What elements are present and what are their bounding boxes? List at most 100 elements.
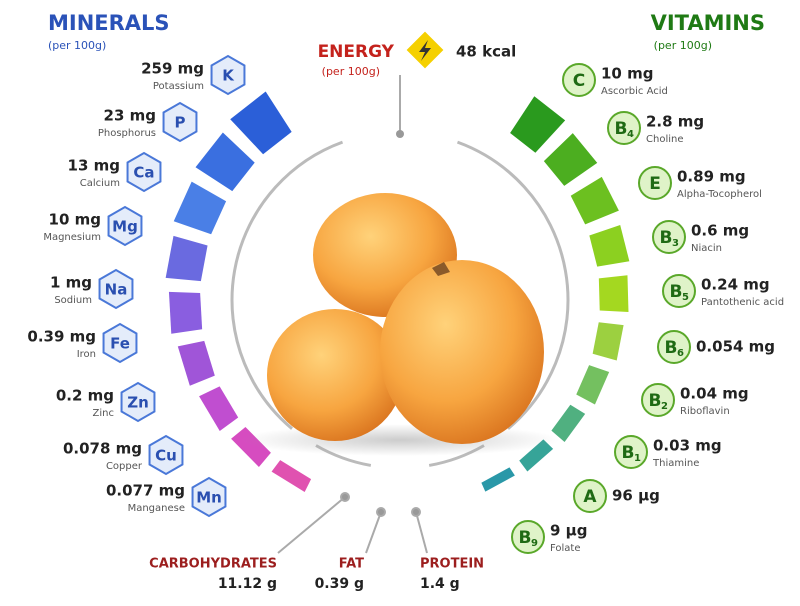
bar — [230, 91, 292, 155]
mineral-name: Phosphorus — [98, 128, 156, 139]
vitamin-badge — [652, 220, 686, 254]
vitamin-letter: B — [622, 443, 635, 463]
bar — [519, 439, 554, 472]
vitamin-name: Ascorbic Acid — [601, 86, 668, 97]
energy-subtitle: (per 100g) — [322, 65, 380, 78]
bar — [551, 404, 586, 443]
ring-arc — [456, 140, 570, 430]
mineral-symbol: Zn — [127, 394, 149, 412]
bar — [165, 235, 208, 282]
energy-label: ENERGY — [318, 42, 395, 62]
vitamin-letter: B — [615, 119, 628, 139]
vitamin-name: Folate — [550, 543, 581, 554]
mineral-badge — [102, 322, 138, 364]
bar — [168, 291, 203, 334]
vitamin-name: Thiamine — [652, 458, 699, 469]
mineral-symbol: Mg — [112, 218, 138, 236]
mineral-name: Sodium — [54, 295, 92, 306]
bar — [543, 133, 598, 186]
bar — [271, 460, 312, 493]
mineral-amount: 23 mg — [104, 107, 156, 125]
vitamin-letter: B — [649, 391, 662, 411]
vitamin-subscript: 5 — [682, 292, 689, 303]
mineral-symbol: Ca — [133, 164, 154, 182]
mineral-badge — [98, 268, 134, 310]
vitamin-amount: 0.054 mg — [696, 338, 775, 356]
mineral-amount: 13 mg — [68, 157, 120, 175]
vitamin-name: Niacin — [691, 243, 722, 254]
vitamin-subscript: 3 — [672, 238, 679, 249]
vitamin-letter: B — [670, 282, 683, 302]
mineral-name: Zinc — [93, 408, 114, 419]
mineral-symbol: Mn — [196, 489, 222, 507]
vitamin-amount: 96 µg — [612, 487, 660, 505]
bar — [570, 176, 619, 225]
vitamin-amount: 0.03 mg — [653, 437, 722, 455]
mineral-badge — [210, 54, 246, 96]
mineral-name: Calcium — [80, 178, 120, 189]
mineral-amount: 0.078 mg — [63, 440, 142, 458]
macro-lines — [277, 492, 428, 554]
vitamin-letter: E — [649, 174, 661, 194]
vitamin-subscript: 2 — [661, 401, 668, 412]
bar — [510, 96, 566, 153]
mineral-symbol: P — [175, 114, 186, 132]
bar — [598, 275, 629, 312]
vitamin-name: Pantothenic acid — [701, 297, 784, 308]
vitamins-subtitle: (per 100g) — [654, 39, 712, 52]
vitamin-letter: B — [665, 338, 678, 358]
macro-value: 11.12 g — [218, 576, 277, 592]
mineral-symbol: Fe — [110, 335, 130, 353]
mineral-symbol: Cu — [155, 447, 177, 465]
mineral-amount: 0.077 mg — [106, 482, 185, 500]
vitamin-badge — [638, 166, 672, 200]
mineral-amount: 10 mg — [49, 211, 101, 229]
vitamin-letter: A — [583, 487, 597, 507]
mineral-badge — [126, 151, 162, 193]
macro-label: PROTEIN — [420, 557, 484, 572]
mineral-name: Copper — [106, 461, 143, 472]
vitamin-subscript: 4 — [627, 129, 634, 140]
mineral-badge — [120, 381, 156, 423]
vitamin-subscript: 9 — [531, 538, 538, 549]
vitamin-badge — [607, 111, 641, 145]
mineral-name: Manganese — [128, 503, 185, 514]
vitamin-badge — [614, 435, 648, 469]
vitamin-badge — [657, 330, 691, 364]
mineral-amount: 259 mg — [141, 60, 204, 78]
macro-value: 0.39 g — [315, 576, 364, 592]
bar — [195, 132, 255, 192]
bar — [576, 365, 610, 405]
vitamin-amount: 0.89 mg — [677, 168, 746, 186]
bar — [177, 340, 215, 386]
mineral-amount: 0.39 mg — [27, 328, 96, 346]
mineral-symbol: K — [222, 67, 235, 85]
vitamin-amount: 0.24 mg — [701, 276, 770, 294]
mineral-name: Potassium — [153, 81, 204, 92]
vitamin-amount: 0.6 mg — [691, 222, 749, 240]
vitamin-badge — [562, 63, 596, 97]
vitamin-amount: 9 µg — [550, 522, 587, 540]
minerals-title: MINERALS — [48, 11, 170, 35]
mineral-amount: 0.2 mg — [56, 387, 114, 405]
macro-label: FAT — [339, 557, 364, 572]
mineral-badge — [107, 205, 143, 247]
bar — [592, 322, 624, 361]
vitamin-amount: 2.8 mg — [646, 113, 704, 131]
vitamin-amount: 0.04 mg — [680, 385, 749, 403]
vitamin-badge — [662, 274, 696, 308]
ring-arc — [230, 140, 344, 430]
vitamin-letter: C — [573, 71, 585, 91]
vitamin-subscript: 6 — [677, 348, 684, 359]
vitamin-badge — [573, 479, 607, 513]
macro-value: 1.4 g — [420, 576, 460, 592]
vitamin-badge — [511, 520, 545, 554]
vitamin-amount: 10 mg — [601, 65, 653, 83]
mineral-name: Magnesium — [43, 232, 101, 243]
vitamin-subscript: 1 — [634, 453, 641, 464]
mineral-name: Iron — [77, 349, 96, 360]
mineral-badge — [148, 434, 184, 476]
energy-value: 48 kcal — [456, 43, 516, 61]
